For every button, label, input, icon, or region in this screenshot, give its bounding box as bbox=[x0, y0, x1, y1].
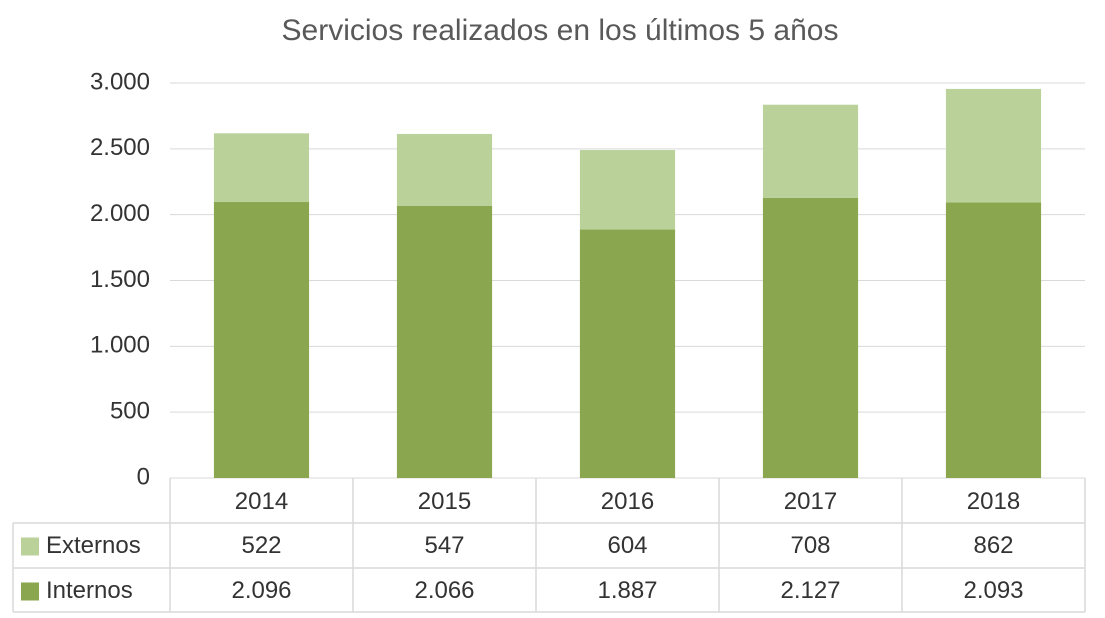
bar bbox=[579, 229, 676, 478]
data-label: 604 bbox=[607, 532, 647, 559]
bar bbox=[762, 197, 859, 478]
legend-label: Externos bbox=[46, 532, 141, 559]
y-tick-label: 1.000 bbox=[90, 332, 150, 359]
data-label: 2.127 bbox=[780, 577, 840, 604]
y-tick-label: 1.500 bbox=[90, 266, 150, 293]
data-label: 522 bbox=[241, 532, 281, 559]
data-label: 2.096 bbox=[231, 577, 291, 604]
y-tick-label: 3.000 bbox=[90, 68, 150, 95]
y-tick-label: 0 bbox=[137, 463, 150, 490]
legend-label: Internos bbox=[46, 577, 133, 604]
bar bbox=[945, 202, 1042, 478]
y-tick-label: 2.000 bbox=[90, 200, 150, 227]
data-label: 547 bbox=[424, 532, 464, 559]
bar bbox=[396, 133, 493, 206]
legend-swatch bbox=[21, 537, 39, 556]
x-tick-label: 2014 bbox=[235, 488, 288, 515]
bar bbox=[579, 150, 676, 230]
y-tick-label: 500 bbox=[110, 398, 150, 425]
data-label: 708 bbox=[790, 532, 830, 559]
chart-title: Servicios realizados en los últimos 5 añ… bbox=[282, 14, 839, 47]
data-label: 862 bbox=[973, 532, 1013, 559]
bar bbox=[213, 133, 310, 203]
data-label: 2.093 bbox=[963, 577, 1023, 604]
y-tick-label: 2.500 bbox=[90, 134, 150, 161]
x-tick-label: 2018 bbox=[967, 488, 1020, 515]
bar bbox=[945, 88, 1042, 203]
x-tick-label: 2015 bbox=[418, 488, 471, 515]
data-label: 1.887 bbox=[597, 577, 657, 604]
legend-swatch bbox=[21, 582, 39, 601]
x-tick-label: 2016 bbox=[601, 488, 654, 515]
bar bbox=[213, 202, 310, 478]
bar bbox=[762, 104, 859, 198]
bar bbox=[396, 205, 493, 478]
x-tick-label: 2017 bbox=[784, 488, 837, 515]
data-label: 2.066 bbox=[414, 577, 474, 604]
